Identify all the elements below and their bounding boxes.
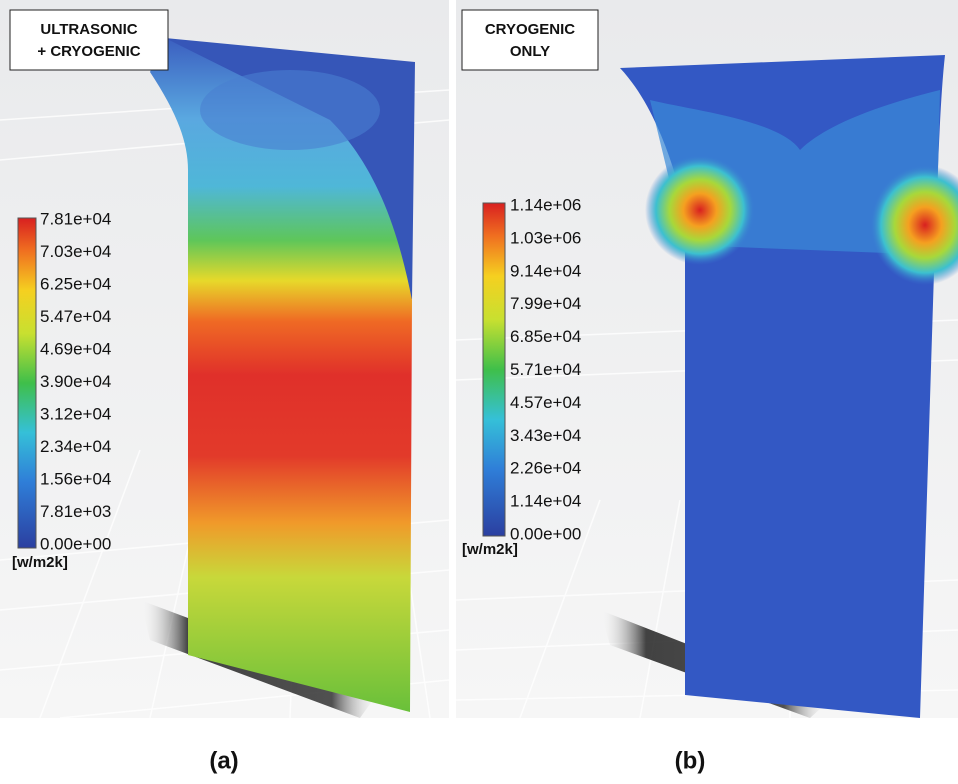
legend-label: 7.81e+04 <box>40 209 111 228</box>
panel-tag: ONLY <box>510 43 550 60</box>
caption: (b) <box>675 747 706 774</box>
panel-a <box>0 0 450 719</box>
legend-label: 0.00e+00 <box>40 534 111 553</box>
legend-label: 1.56e+04 <box>40 469 111 488</box>
legend-label: 5.47e+04 <box>40 307 111 326</box>
legend-label: 7.03e+04 <box>40 242 111 261</box>
legend-unit: [w/m2k] <box>462 541 518 558</box>
cool-zone <box>200 70 380 150</box>
legend-label: 1.03e+06 <box>510 228 581 247</box>
legend-label: 4.57e+04 <box>510 393 581 412</box>
legend-label: 0.00e+00 <box>510 524 581 543</box>
panel-tag: ULTRASONIC <box>40 21 137 38</box>
legend-label: 7.81e+03 <box>40 502 111 521</box>
tag-box <box>461 9 599 71</box>
legend-label: 1.14e+06 <box>510 195 581 214</box>
legend-label: 6.85e+04 <box>510 327 581 346</box>
hot-spot <box>870 165 958 285</box>
legend-label: 6.25e+04 <box>40 274 111 293</box>
legend-label: 4.69e+04 <box>40 339 111 358</box>
colorbar <box>482 202 506 537</box>
tag-box <box>9 9 169 71</box>
legend-label: 2.26e+04 <box>510 459 581 478</box>
legend-label: 3.90e+04 <box>40 372 111 391</box>
legend-unit: [w/m2k] <box>12 554 68 571</box>
legend-label: 1.14e+04 <box>510 492 581 511</box>
panel-tag: CRYOGENIC <box>485 21 575 38</box>
panel-tag: + CRYOGENIC <box>37 43 140 60</box>
legend-label: 2.34e+04 <box>40 437 111 456</box>
colorbar <box>17 217 37 549</box>
legend-label: 7.99e+04 <box>510 294 581 313</box>
hot-spot <box>645 155 755 265</box>
legend-label: 3.43e+04 <box>510 426 581 445</box>
legend-label: 9.14e+04 <box>510 261 581 280</box>
panel-b <box>455 0 958 719</box>
caption: (a) <box>209 747 238 774</box>
legend-label: 3.12e+04 <box>40 404 111 423</box>
legend-label: 5.71e+04 <box>510 360 581 379</box>
plate <box>150 38 412 712</box>
